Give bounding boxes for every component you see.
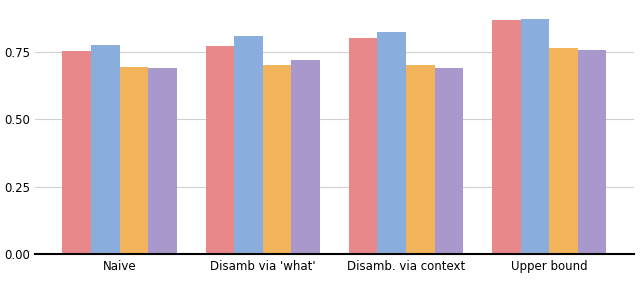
Bar <box>91 45 120 254</box>
Bar <box>63 51 91 254</box>
Bar <box>291 60 320 254</box>
Bar <box>406 65 435 254</box>
Bar <box>205 46 234 254</box>
Bar <box>435 68 463 254</box>
Bar <box>378 32 406 254</box>
Bar <box>148 68 177 254</box>
Bar <box>492 20 520 254</box>
Bar <box>234 36 263 254</box>
Bar <box>349 38 378 254</box>
Bar <box>120 67 148 254</box>
Bar <box>263 65 291 254</box>
Bar <box>578 50 606 254</box>
Bar <box>520 19 549 254</box>
Bar <box>549 48 578 254</box>
